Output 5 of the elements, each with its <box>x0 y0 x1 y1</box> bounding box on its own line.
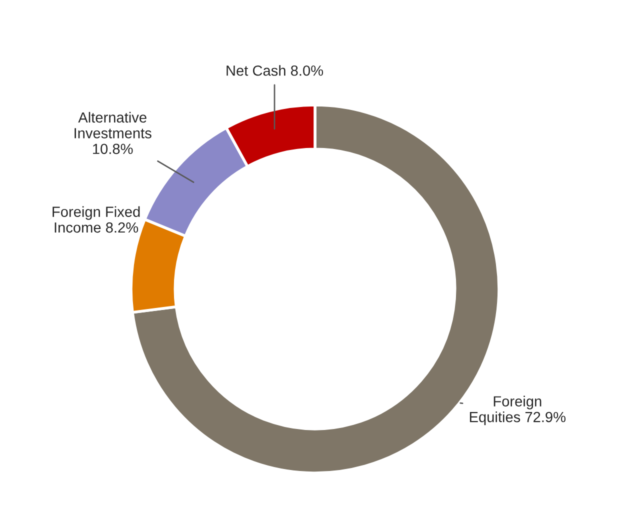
slice-label: Foreign Fixed Income 8.2% <box>52 206 140 233</box>
slice-label: Alternative Investments <box>74 112 152 138</box>
data-label: 10.8% <box>93 144 133 154</box>
slice-label: Net Cash 8.0% <box>226 65 324 76</box>
slice-label: Foreign Equities 72.9% <box>470 396 566 426</box>
